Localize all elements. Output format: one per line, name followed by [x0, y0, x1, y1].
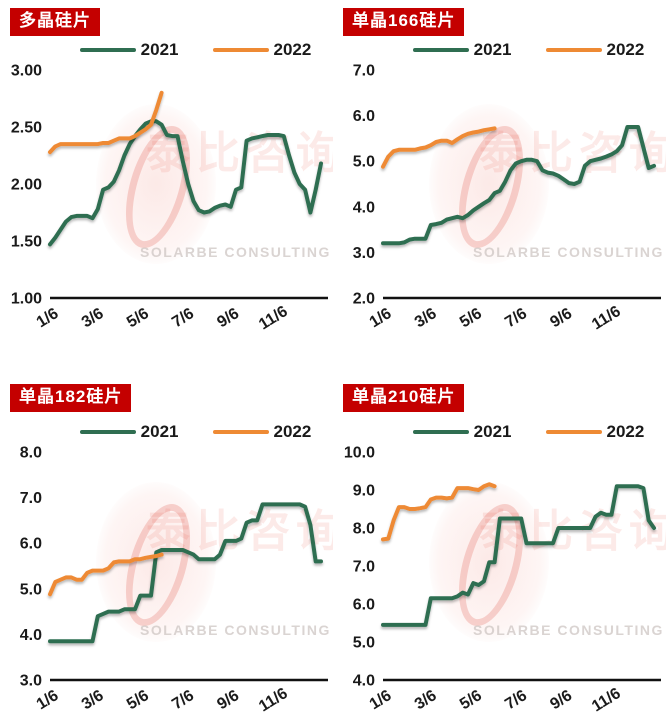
- legend-label-2021: 2021: [473, 40, 512, 59]
- svg-text:5/6: 5/6: [124, 305, 152, 331]
- svg-text:3/6: 3/6: [412, 687, 440, 713]
- chart-legend: 2021 2022: [391, 40, 666, 60]
- chart-canvas-mono-182: 8.0 7.0 6.0 5.0 4.0 3.01/6 3/6 5/6 7/6 9/6 11/6: [20, 445, 328, 716]
- svg-text:9/6: 9/6: [214, 305, 242, 331]
- svg-text:2.00: 2.00: [11, 177, 42, 194]
- legend-line-2022-icon: [545, 47, 602, 53]
- legend-item-2022: 2022: [545, 40, 645, 60]
- svg-text:7.0: 7.0: [353, 63, 375, 80]
- legend-item-2022: 2022: [545, 422, 645, 442]
- svg-text:3.00: 3.00: [11, 63, 42, 80]
- legend-label-2022: 2022: [606, 40, 645, 59]
- legend-line-2021-icon: [79, 429, 136, 435]
- legend-item-2022: 2022: [212, 422, 312, 442]
- svg-text:9/6: 9/6: [214, 687, 242, 713]
- legend-line-2021-icon: [79, 47, 136, 53]
- chart-canvas-mono-210: 10.0 9.0 8.0 7.0 6.0 5.0 4.01/6 3/6 5/6 7/6 9/6 11/…: [344, 445, 661, 716]
- svg-text:1/6: 1/6: [367, 305, 395, 331]
- svg-text:9/6: 9/6: [547, 305, 575, 331]
- legend-item-2021: 2021: [79, 40, 179, 60]
- chart-legend: 2021 2022: [58, 40, 333, 60]
- svg-text:7/6: 7/6: [169, 687, 197, 713]
- svg-text:5/6: 5/6: [457, 305, 485, 331]
- svg-text:7/6: 7/6: [502, 687, 530, 713]
- svg-text:11/6: 11/6: [256, 303, 291, 334]
- legend-line-2022-icon: [212, 47, 269, 53]
- svg-text:11/6: 11/6: [589, 303, 624, 334]
- svg-text:5.0: 5.0: [20, 581, 42, 598]
- svg-text:5.0: 5.0: [353, 635, 375, 652]
- svg-text:6.0: 6.0: [20, 536, 42, 553]
- svg-text:7.0: 7.0: [353, 559, 375, 576]
- svg-text:8.0: 8.0: [353, 521, 375, 538]
- chart-title-badge: 单晶210硅片: [343, 384, 465, 412]
- legend-item-2021: 2021: [412, 422, 512, 442]
- svg-text:4.0: 4.0: [20, 627, 42, 644]
- svg-text:1.00: 1.00: [11, 291, 42, 308]
- svg-text:1/6: 1/6: [367, 687, 395, 713]
- chart-panel-poly-wafer: 泰比咨询 SOLARBE CONSULTING 多晶硅片 2021 2022 3…: [0, 0, 333, 358]
- svg-text:5/6: 5/6: [457, 687, 485, 713]
- svg-text:11/6: 11/6: [589, 685, 624, 716]
- svg-text:1/6: 1/6: [34, 305, 62, 331]
- legend-label-2022: 2022: [606, 422, 645, 441]
- svg-text:6.0: 6.0: [353, 108, 375, 125]
- chart-canvas-mono-166: 7.0 6.0 5.0 4.0 3.0 2.01/6 3/6 5/6 7/6 9/6 11/6: [353, 63, 661, 334]
- chart-legend: 2021 2022: [58, 422, 333, 442]
- svg-text:7.0: 7.0: [20, 490, 42, 507]
- legend-label-2022: 2022: [273, 422, 312, 441]
- legend-label-2021: 2021: [140, 422, 179, 441]
- svg-text:4.0: 4.0: [353, 199, 375, 216]
- chart-title-badge: 单晶182硅片: [10, 384, 132, 412]
- svg-text:7/6: 7/6: [502, 305, 530, 331]
- svg-text:1/6: 1/6: [34, 687, 62, 713]
- svg-text:3/6: 3/6: [79, 687, 107, 713]
- legend-item-2022: 2022: [212, 40, 312, 60]
- legend-label-2021: 2021: [140, 40, 179, 59]
- svg-text:8.0: 8.0: [20, 445, 42, 462]
- svg-text:5.0: 5.0: [353, 154, 375, 171]
- svg-text:9/6: 9/6: [547, 687, 575, 713]
- legend-line-2021-icon: [412, 429, 469, 435]
- chart-legend: 2021 2022: [391, 422, 666, 442]
- svg-text:3/6: 3/6: [412, 305, 440, 331]
- chart-panel-mono-210: 泰比咨询 SOLARBE CONSULTING 单晶210硅片 2021 202…: [333, 358, 666, 716]
- legend-label-2021: 2021: [473, 422, 512, 441]
- svg-text:2.0: 2.0: [353, 291, 375, 308]
- legend-line-2022-icon: [212, 429, 269, 435]
- chart-title-badge: 单晶166硅片: [343, 8, 465, 36]
- legend-item-2021: 2021: [79, 422, 179, 442]
- svg-text:9.0: 9.0: [353, 483, 375, 500]
- svg-text:3.0: 3.0: [20, 673, 42, 690]
- svg-text:4.0: 4.0: [353, 673, 375, 690]
- chart-title-badge: 多晶硅片: [10, 8, 100, 36]
- legend-label-2022: 2022: [273, 40, 312, 59]
- svg-text:11/6: 11/6: [256, 685, 291, 716]
- svg-text:3/6: 3/6: [79, 305, 107, 331]
- chart-canvas-poly-wafer: 3.00 2.50 2.00 1.50 1.001/6 3/6 5/6 7/6 9/6 11/6: [11, 63, 328, 334]
- svg-text:10.0: 10.0: [344, 445, 375, 462]
- chart-panel-mono-182: 泰比咨询 SOLARBE CONSULTING 单晶182硅片 2021 202…: [0, 358, 333, 716]
- svg-text:5/6: 5/6: [124, 687, 152, 713]
- svg-text:3.0: 3.0: [353, 245, 375, 262]
- svg-text:1.50: 1.50: [11, 234, 42, 251]
- legend-item-2021: 2021: [412, 40, 512, 60]
- legend-line-2022-icon: [545, 429, 602, 435]
- chart-panel-mono-166: 泰比咨询 SOLARBE CONSULTING 单晶166硅片 2021 202…: [333, 0, 666, 358]
- svg-text:2.50: 2.50: [11, 120, 42, 137]
- svg-text:7/6: 7/6: [169, 305, 197, 331]
- legend-line-2021-icon: [412, 47, 469, 53]
- svg-text:6.0: 6.0: [353, 597, 375, 614]
